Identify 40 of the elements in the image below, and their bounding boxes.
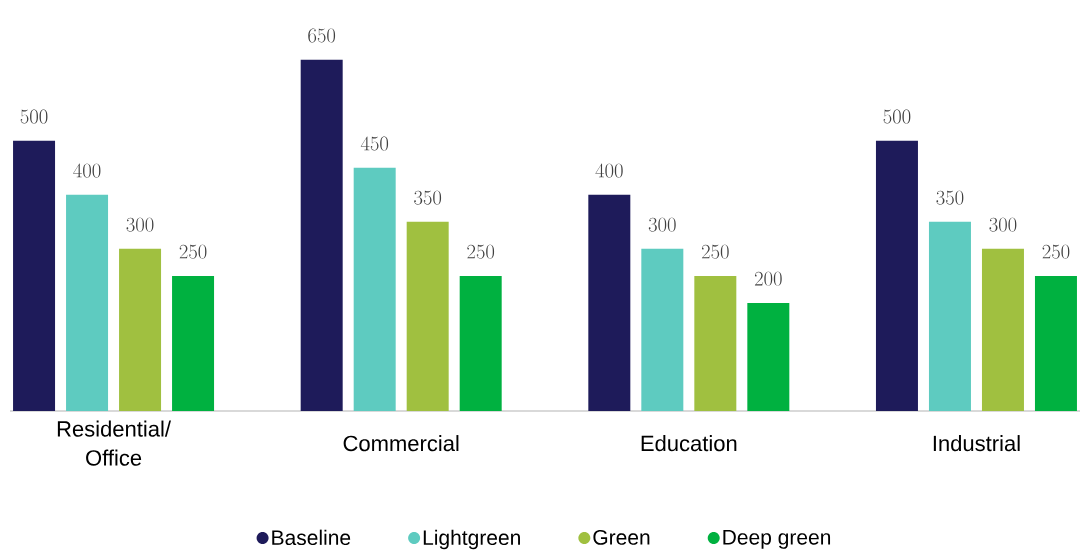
data-label: 400 xyxy=(595,163,623,178)
legend-label: Lightgreen xyxy=(423,529,520,550)
x-tick-label: Industrial xyxy=(933,435,1020,452)
data-label: 500 xyxy=(883,109,911,124)
bar xyxy=(875,140,918,411)
bar xyxy=(172,275,215,411)
data-label: 250 xyxy=(467,244,495,259)
bar xyxy=(13,140,56,411)
legend-label: Green xyxy=(593,529,650,545)
x-tick-label: Commercial xyxy=(343,435,459,452)
data-label: 250 xyxy=(179,244,207,259)
data-label: 650 xyxy=(308,28,336,43)
legend-label: Deep green xyxy=(723,530,831,549)
data-label: 450 xyxy=(360,136,389,151)
bar xyxy=(981,248,1024,411)
legend-label: Baseline xyxy=(272,529,351,546)
x-tick-label: Education xyxy=(641,435,737,452)
data-label: 250 xyxy=(701,244,729,259)
x-tick-label: Residential/ Office xyxy=(57,420,171,466)
data-label: 300 xyxy=(989,217,1017,232)
bar xyxy=(406,221,449,411)
bar xyxy=(459,275,502,411)
data-label: 350 xyxy=(414,190,442,205)
data-label: 250 xyxy=(1042,244,1070,259)
data-label: 200 xyxy=(754,271,782,286)
bar xyxy=(747,302,790,411)
data-label: 400 xyxy=(73,163,101,178)
data-label: 350 xyxy=(936,190,964,205)
bar xyxy=(588,194,631,411)
bar xyxy=(353,167,396,411)
bar xyxy=(66,194,109,411)
bar xyxy=(300,59,343,411)
data-label: 300 xyxy=(126,217,154,232)
bar xyxy=(928,221,971,411)
bar xyxy=(119,248,162,411)
data-label: 500 xyxy=(20,109,48,124)
bar xyxy=(694,275,737,411)
data-label: 300 xyxy=(648,217,676,232)
bar xyxy=(641,248,684,411)
bar xyxy=(1034,275,1077,411)
